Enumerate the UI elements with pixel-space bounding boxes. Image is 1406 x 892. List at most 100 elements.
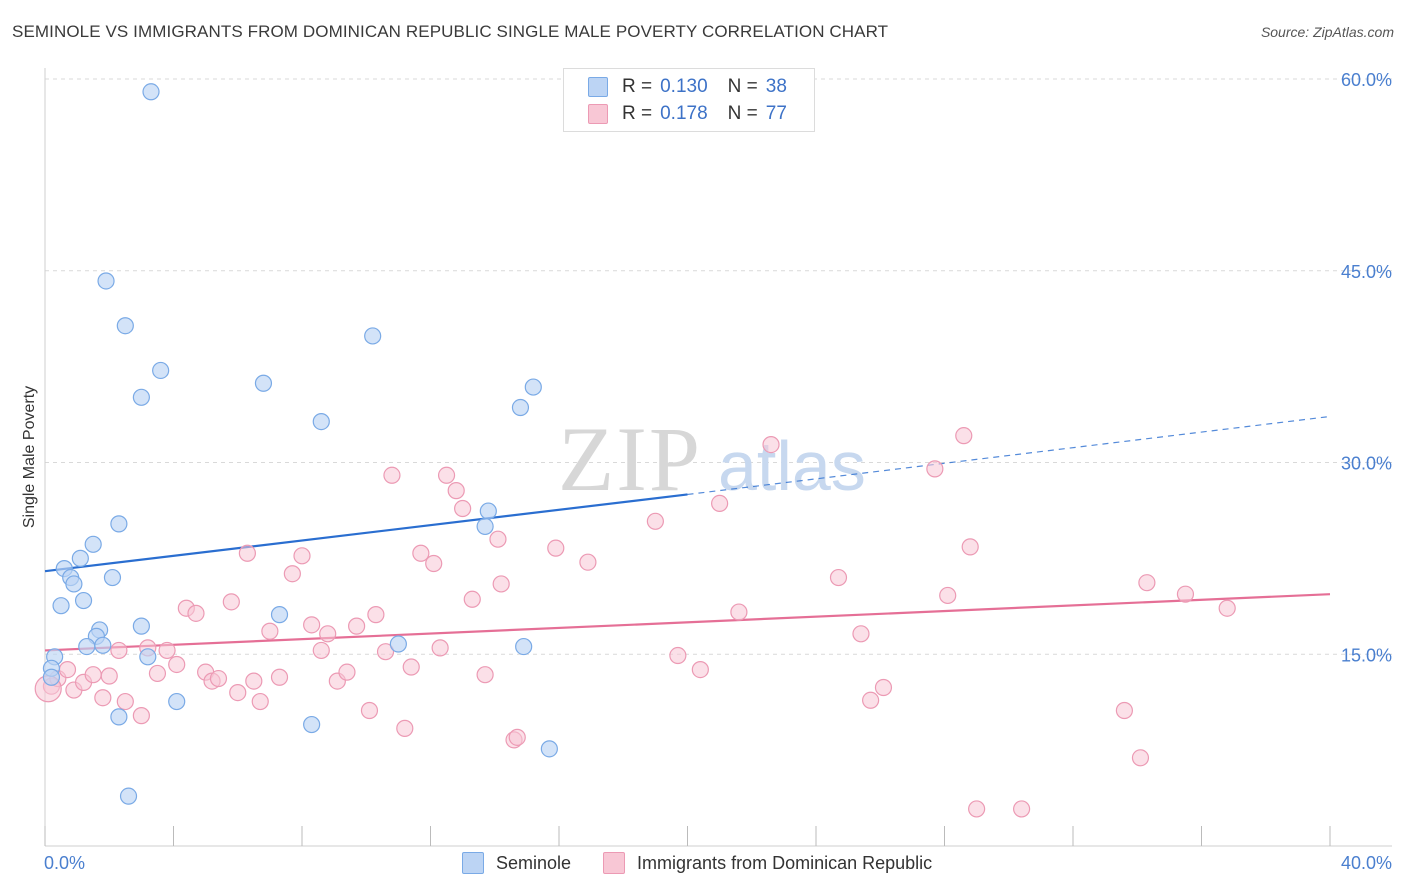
data-point-immigrants (1012, 800, 1031, 818)
legend-swatch-pink (588, 104, 608, 124)
data-point-immigrants (270, 668, 289, 686)
x-tick-label: 0.0% (44, 853, 85, 873)
data-point-immigrants (245, 672, 263, 690)
data-point-seminole (42, 668, 61, 686)
series-legend-immigrants[interactable]: Immigrants from Dominican Republic (603, 852, 932, 874)
data-point-immigrants (425, 554, 443, 573)
data-point-immigrants (168, 655, 186, 674)
data-point-immigrants (437, 466, 456, 484)
data-point-seminole (97, 272, 115, 290)
data-point-immigrants (238, 544, 256, 562)
data-point-immigrants (84, 666, 102, 684)
data-point-immigrants (348, 617, 366, 635)
y-tick-label: 15.0% (1341, 645, 1392, 665)
data-point-immigrants (579, 553, 597, 571)
data-point-immigrants (283, 565, 301, 583)
gridlines (45, 78, 1392, 655)
data-point-immigrants (489, 530, 507, 548)
data-point-seminole (110, 515, 128, 533)
legend-n-value: 77 (765, 103, 787, 124)
data-point-immigrants (187, 604, 205, 622)
data-point-immigrants (669, 646, 687, 665)
data-point-seminole (515, 637, 533, 656)
data-point-immigrants (711, 494, 729, 513)
data-point-immigrants (1176, 585, 1195, 603)
data-point-immigrants (383, 466, 401, 484)
y-axis-label: Single Male Poverty (21, 386, 38, 528)
data-point-immigrants (412, 544, 430, 562)
data-point-immigrants (303, 616, 321, 634)
data-point-seminole (524, 378, 542, 396)
data-point-immigrants (968, 800, 986, 818)
data-point-immigrants (454, 499, 472, 518)
data-point-seminole (540, 740, 558, 758)
data-point-immigrants (222, 593, 240, 611)
series-legend-seminole[interactable]: Seminole (462, 852, 571, 874)
series-legend-label: Seminole (496, 852, 572, 873)
source-credit: Source: ZipAtlas.com (1260, 24, 1394, 40)
data-point-immigrants (1218, 599, 1236, 617)
data-point-seminole (132, 388, 150, 406)
x-tick-labels: 0.0% 40.0% (44, 853, 1392, 873)
data-point-immigrants (100, 667, 118, 685)
data-point-immigrants (1115, 701, 1134, 720)
data-point-immigrants (852, 625, 870, 643)
data-point-immigrants (367, 606, 385, 624)
data-point-immigrants (730, 603, 748, 621)
y-tick-label: 60.0% (1341, 70, 1392, 90)
watermark-atlas: atlas (718, 427, 866, 505)
data-point-immigrants (691, 660, 709, 679)
data-point-immigrants (158, 641, 176, 660)
data-point-immigrants (261, 622, 279, 640)
data-point-immigrants (229, 683, 247, 702)
legend-r-label: R = (622, 103, 653, 124)
data-point-immigrants (312, 641, 330, 660)
legend-row-immigrants: R = 0.178 N = 77 (588, 102, 787, 126)
watermark: ZIP atlas (558, 408, 866, 510)
data-point-seminole (52, 597, 70, 615)
data-point-immigrants (862, 691, 880, 709)
trend-lines (44, 415, 1331, 652)
series-legend: Seminole Immigrants from Dominican Repub… (462, 852, 964, 874)
axes (44, 68, 1392, 847)
data-point-seminole (312, 412, 330, 431)
data-point-seminole (139, 648, 157, 666)
series-immigrants-points (34, 427, 1236, 818)
data-point-immigrants (955, 427, 973, 445)
data-point-seminole (303, 715, 321, 734)
x-tick-label: 40.0% (1341, 853, 1392, 873)
data-point-immigrants (508, 728, 526, 746)
data-point-immigrants (360, 701, 379, 720)
data-point-immigrants (829, 568, 848, 587)
series-swatch-blue (462, 852, 484, 874)
data-point-seminole (78, 637, 96, 656)
data-point-immigrants (646, 512, 664, 530)
legend-row-seminole: R = 0.130 N = 38 (588, 75, 787, 99)
data-point-immigrants (148, 664, 167, 683)
data-point-seminole (511, 398, 530, 417)
data-point-immigrants (402, 658, 420, 676)
legend-n-label: N = (727, 76, 758, 97)
data-point-seminole (116, 317, 134, 335)
legend-n-value: 38 (765, 76, 787, 97)
data-point-immigrants (58, 660, 77, 679)
chart-title: SEMINOLE VS IMMIGRANTS FROM DOMINICAN RE… (12, 22, 889, 41)
data-point-seminole (65, 575, 83, 593)
data-point-immigrants (110, 641, 128, 660)
legend-r-value: 0.130 (660, 76, 708, 97)
data-point-immigrants (293, 547, 311, 565)
data-point-immigrants (492, 575, 510, 593)
data-point-seminole (103, 568, 122, 587)
data-point-seminole (132, 617, 150, 635)
data-point-immigrants (376, 643, 395, 661)
data-point-seminole (152, 361, 170, 380)
data-point-immigrants (939, 586, 957, 605)
data-point-immigrants (338, 663, 356, 681)
data-point-seminole (270, 606, 289, 624)
data-point-immigrants (132, 707, 150, 725)
data-point-immigrants (1131, 749, 1150, 767)
data-point-seminole (74, 591, 93, 610)
data-point-immigrants (762, 436, 780, 454)
series-legend-label: Immigrants from Dominican Republic (637, 852, 933, 873)
